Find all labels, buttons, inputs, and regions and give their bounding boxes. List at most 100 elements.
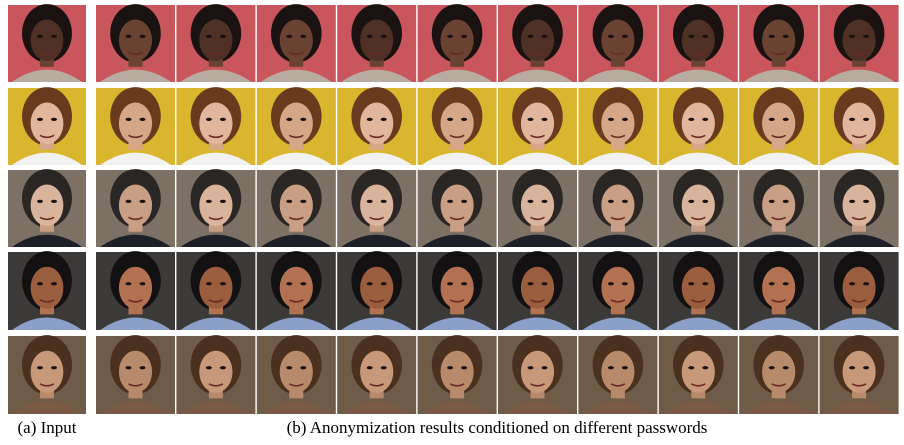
face-image (176, 4, 256, 82)
clothes (341, 234, 413, 247)
clothes (341, 317, 413, 330)
face (681, 19, 715, 62)
clothes (502, 69, 573, 82)
face (520, 266, 555, 309)
eye (205, 282, 212, 286)
face (520, 102, 555, 145)
face (842, 184, 876, 227)
eye (219, 199, 226, 203)
mouth (690, 299, 706, 303)
mouth (369, 216, 385, 221)
clothes (100, 234, 171, 247)
mouth (610, 134, 626, 139)
eye (863, 34, 870, 38)
mouth (771, 51, 787, 56)
eye (527, 199, 534, 203)
eye (380, 366, 387, 370)
face (440, 102, 474, 145)
face (118, 184, 153, 227)
mouth (610, 51, 626, 56)
clothes (12, 234, 82, 247)
eye (51, 199, 57, 203)
caption-results: (b) Anonymization results conditioned on… (287, 418, 708, 437)
eye (702, 199, 709, 203)
eye (447, 199, 454, 203)
clothes (823, 234, 895, 247)
eye (219, 34, 226, 38)
eye (300, 199, 307, 203)
face-image (739, 4, 819, 82)
face-image (819, 251, 899, 330)
face (199, 19, 233, 62)
caption-input: (a) Input (17, 418, 76, 437)
eye (702, 117, 709, 121)
face (30, 266, 64, 309)
eye (607, 366, 614, 370)
clothes (743, 234, 815, 247)
clothes (12, 401, 82, 414)
face-image (498, 87, 577, 165)
face-image (8, 251, 86, 330)
mouth (288, 383, 304, 387)
mouth (449, 299, 465, 303)
mouth (851, 51, 867, 56)
clothes (662, 152, 734, 165)
eye (768, 366, 775, 370)
face-image (96, 251, 175, 330)
mouth (369, 134, 385, 139)
mouth (690, 216, 706, 221)
face-image (96, 169, 175, 247)
face (762, 19, 796, 62)
face-image (337, 4, 417, 82)
clothes (341, 152, 413, 165)
clothes (421, 69, 493, 82)
mouth (128, 383, 143, 387)
face (199, 102, 233, 145)
eye (621, 282, 628, 286)
eye (621, 199, 628, 203)
face-image (417, 335, 497, 414)
face-image (578, 335, 658, 414)
face-image (337, 87, 417, 165)
mouth (208, 134, 224, 139)
eye (688, 199, 695, 203)
clothes (341, 69, 413, 82)
clothes (582, 401, 654, 414)
face-image (96, 87, 175, 165)
eye (380, 117, 387, 121)
clothes (180, 152, 252, 165)
face (601, 19, 635, 62)
face-image (256, 169, 336, 247)
mouth (369, 383, 385, 387)
clothes (662, 317, 734, 330)
eye (607, 282, 614, 286)
eye (768, 282, 775, 286)
eye (849, 366, 856, 370)
face-image (819, 169, 899, 247)
face-image (498, 4, 577, 82)
eye (849, 117, 856, 121)
face (118, 266, 153, 309)
eye (286, 199, 293, 203)
face-image (96, 4, 175, 82)
eye (300, 34, 307, 38)
eye (782, 199, 789, 203)
face-image (176, 251, 256, 330)
clothes (582, 152, 654, 165)
face-image (578, 251, 658, 330)
eye (300, 282, 307, 286)
clothes (260, 317, 332, 330)
eye (380, 34, 387, 38)
face-image (739, 169, 819, 247)
eye (782, 366, 789, 370)
clothes (421, 234, 493, 247)
eye (527, 117, 534, 121)
clothes (502, 401, 573, 414)
eye (621, 34, 628, 38)
eye (461, 199, 468, 203)
mouth (771, 134, 787, 139)
eye (205, 34, 212, 38)
eye (205, 199, 212, 203)
face-image (176, 169, 256, 247)
